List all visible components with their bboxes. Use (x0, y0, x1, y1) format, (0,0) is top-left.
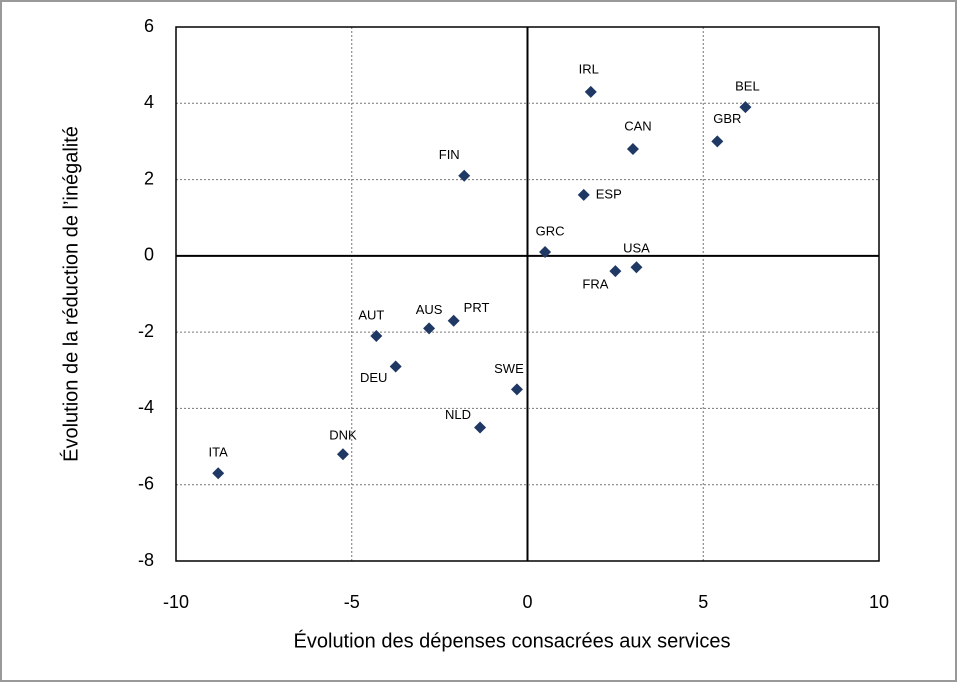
point (370, 329, 383, 342)
x-tick-label: -10 (163, 592, 189, 612)
x-axis-title: Évolution des dépenses consacrées aux se… (294, 629, 731, 652)
point (336, 448, 349, 461)
x-tick-label: 0 (522, 592, 532, 612)
point-label: CAN (624, 118, 651, 133)
y-tick-label: -8 (138, 550, 154, 570)
point-label: FIN (439, 147, 460, 162)
point-label: ITA (209, 445, 229, 460)
point-label: ESP (596, 186, 622, 201)
point-label: AUT (358, 307, 384, 322)
plot-frame (175, 26, 880, 562)
point (577, 188, 590, 201)
y-tick-label: -6 (138, 473, 154, 493)
y-tick-label: 4 (144, 92, 154, 112)
point-label: GBR (713, 111, 741, 126)
point (630, 261, 643, 274)
point (711, 135, 724, 148)
point (510, 383, 523, 396)
point-label: PRT (464, 300, 490, 315)
point (539, 246, 552, 259)
point (474, 421, 487, 434)
y-tick-label: 6 (144, 16, 154, 36)
point (458, 169, 471, 182)
point (626, 143, 639, 156)
point-label: SWE (494, 361, 524, 376)
point-label: DEU (360, 370, 387, 385)
point-label: BEL (735, 79, 760, 94)
point-label: DNK (329, 428, 357, 443)
point-label: NLD (445, 407, 471, 422)
point (447, 314, 460, 327)
point (609, 265, 622, 278)
point (584, 85, 597, 98)
point (389, 360, 402, 373)
point-label: IRL (579, 61, 599, 76)
point (739, 101, 752, 114)
point-label: FRA (582, 277, 608, 292)
y-tick-label: -2 (138, 321, 154, 341)
point-label: AUS (416, 302, 443, 317)
x-tick-label: 5 (698, 592, 708, 612)
y-axis-title: Évolution de la réduction de l’inégalité (59, 126, 82, 462)
point (212, 467, 225, 480)
x-tick-label: -5 (344, 592, 360, 612)
y-tick-label: 0 (144, 245, 154, 265)
y-tick-label: -4 (138, 397, 154, 417)
point-label: USA (623, 241, 650, 256)
y-tick-label: 2 (144, 168, 154, 188)
point (423, 322, 436, 335)
x-tick-label: 10 (869, 592, 889, 612)
point-label: GRC (536, 223, 565, 238)
